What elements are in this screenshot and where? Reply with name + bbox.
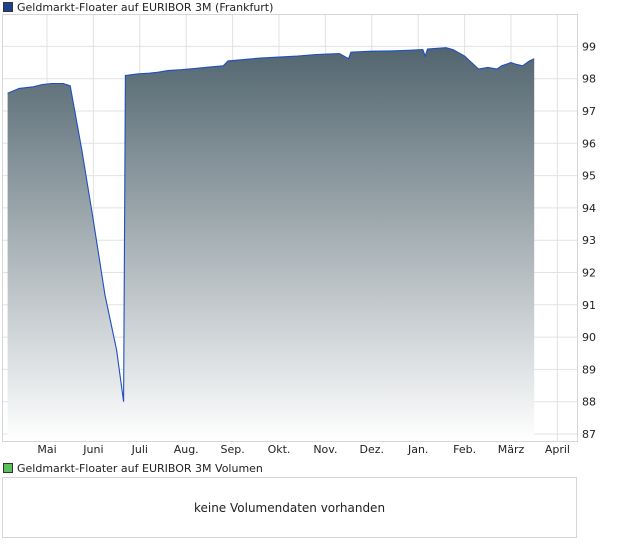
x-tick-label: Juni <box>82 443 103 456</box>
price-line <box>7 47 535 402</box>
y-tick-label: 91 <box>582 299 596 312</box>
plot-frame <box>2 14 578 442</box>
x-tick-label: Mai <box>37 443 56 456</box>
volume-panel: keine Volumendaten vorhanden <box>2 477 577 538</box>
price-legend-label: Geldmarkt-Floater auf EURIBOR 3M (Frankf… <box>17 0 274 14</box>
y-tick-label: 93 <box>582 234 596 247</box>
volume-legend-swatch <box>3 463 13 473</box>
volume-empty-message: keine Volumendaten vorhanden <box>193 501 386 515</box>
volume-legend-label: Geldmarkt-Floater auf EURIBOR 3M Volumen <box>17 461 263 475</box>
x-tick-label: Dez. <box>360 443 385 456</box>
x-tick-label: Sep. <box>220 443 244 456</box>
y-tick-label: 89 <box>582 363 596 376</box>
y-tick-label: 95 <box>582 170 596 183</box>
x-tick-label: April <box>545 443 570 456</box>
y-tick-label: 98 <box>582 73 596 86</box>
price-area <box>7 47 535 441</box>
y-tick-label: 97 <box>582 105 596 118</box>
y-tick-label: 92 <box>582 267 596 280</box>
price-legend-swatch <box>3 2 13 12</box>
y-tick-label: 94 <box>582 202 596 215</box>
price-legend: Geldmarkt-Floater auf EURIBOR 3M (Frankf… <box>3 0 273 14</box>
x-tick-label: Okt. <box>268 443 291 456</box>
y-tick-label: 90 <box>582 331 596 344</box>
x-tick-label: Juli <box>131 443 148 456</box>
x-tick-label: Jan. <box>407 443 428 456</box>
y-tick-label: 87 <box>582 428 596 441</box>
x-axis-labels: Mai Juni Juli Aug. Sep. Okt. Nov. Dez. Jan. Feb. M… <box>37 443 570 456</box>
x-tick-label: Aug. <box>174 443 199 456</box>
x-tick-label: Feb. <box>453 443 476 456</box>
y-tick-label: 99 <box>582 40 596 53</box>
y-tick-label: 88 <box>582 396 596 409</box>
y-axis-labels: 87 88 89 90 91 92 93 94 95 96 97 98 99 <box>582 40 596 441</box>
x-tick-label: Nov. <box>313 443 337 456</box>
volume-legend: Geldmarkt-Floater auf EURIBOR 3M Volumen <box>3 461 263 475</box>
y-tick-label: 96 <box>582 137 596 150</box>
x-tick-label: März <box>498 443 525 456</box>
